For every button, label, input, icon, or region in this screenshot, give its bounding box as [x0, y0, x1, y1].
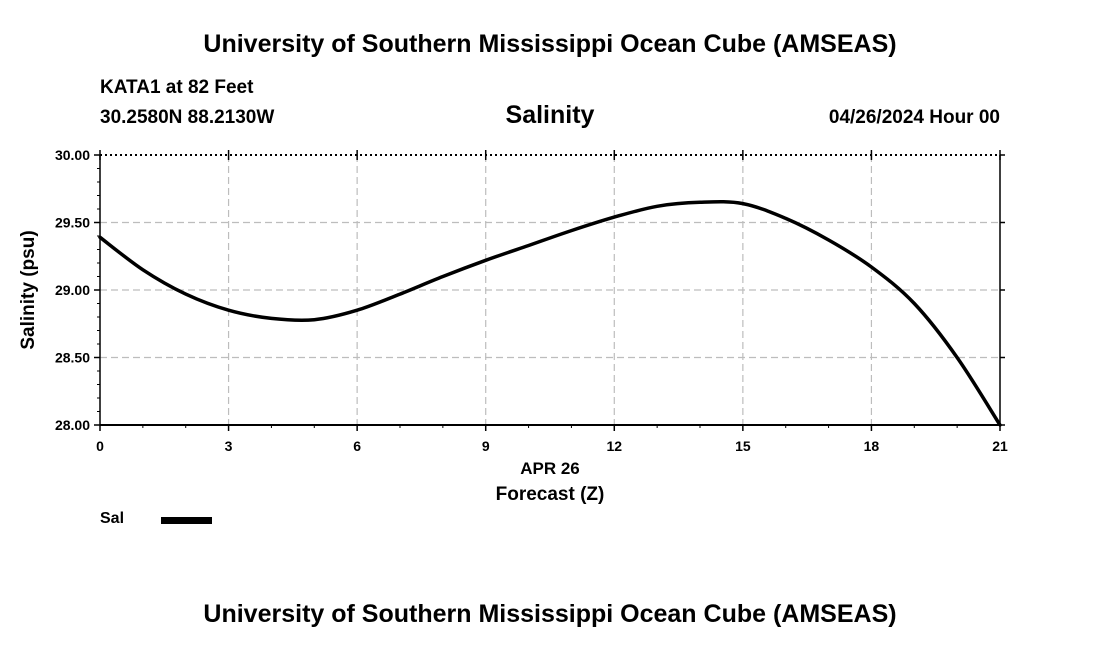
- legend-label: Sal: [100, 510, 125, 527]
- grid-layer: [100, 155, 1000, 425]
- axes-layer: [94, 150, 1005, 431]
- salinity-line: [98, 200, 1002, 427]
- x-tick-label: 21: [992, 438, 1008, 454]
- y-tick-label: 29.00: [55, 282, 90, 298]
- x-tick-label: 3: [225, 438, 233, 454]
- y-tick-label: 30.00: [55, 147, 90, 163]
- series-layer: [98, 200, 1002, 427]
- y-tick-label: 28.50: [55, 350, 90, 366]
- x-tick-label: 6: [353, 438, 361, 454]
- station-label: KATA1 at 82 Feet: [100, 77, 254, 98]
- x-axis-label: Forecast (Z): [496, 484, 605, 505]
- labels-layer: 0 3 6 9 12 15 18 21 28.00 28.50 29.00 29.50 30.00 Sal…: [18, 147, 1008, 505]
- chart-title: Salinity: [505, 101, 595, 129]
- x-tick-label: 12: [606, 438, 622, 454]
- forecast-datetime: 04/26/2024 Hour 00: [828, 107, 1000, 128]
- x-date-label: APR 26: [520, 459, 580, 478]
- x-tick-label: 15: [735, 438, 751, 454]
- x-tick-label: 0: [96, 438, 104, 454]
- x-tick-label: 18: [864, 438, 880, 454]
- page-title: University of Southern Mississippi Ocean…: [203, 30, 897, 58]
- y-axis-label: Salinity (psu): [18, 230, 39, 349]
- footer-title: University of Southern Mississippi Ocean…: [203, 600, 897, 628]
- y-tick-label: 29.50: [55, 215, 90, 231]
- x-tick-label: 9: [482, 438, 490, 454]
- coordinates-label: 30.2580N 88.2130W: [100, 107, 275, 128]
- legend-swatch: [161, 517, 212, 524]
- y-tick-label: 28.00: [55, 417, 90, 433]
